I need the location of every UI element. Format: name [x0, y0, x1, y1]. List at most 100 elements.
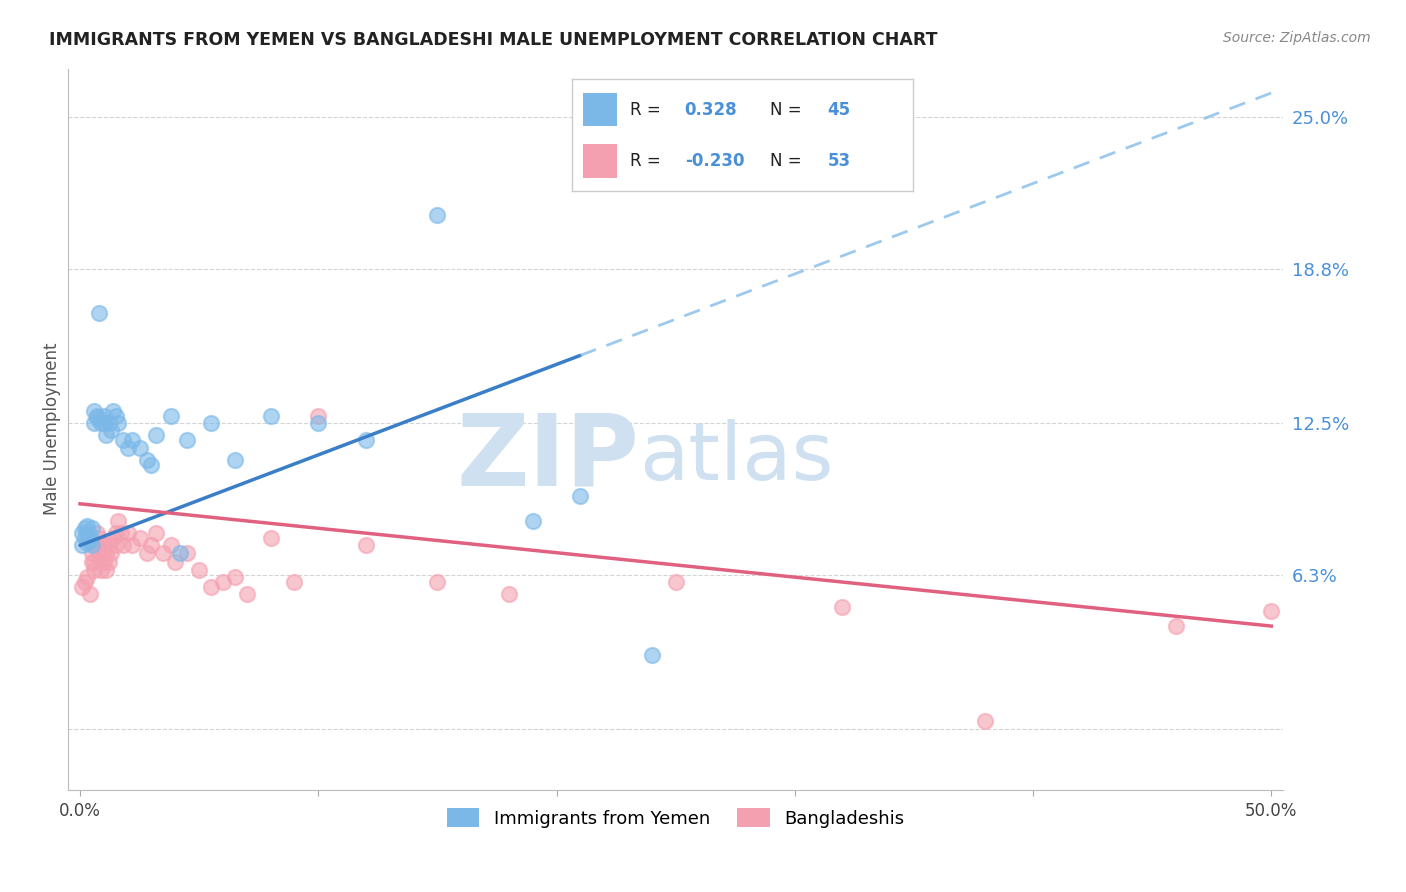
Point — [83, 556, 105, 570]
Point — [831, 599, 853, 614]
Point — [212, 575, 235, 590]
Point — [152, 546, 174, 560]
Point — [135, 546, 157, 560]
Point — [97, 416, 120, 430]
Y-axis label: Male Unemployment: Male Unemployment — [44, 343, 60, 516]
Point — [145, 428, 167, 442]
Point — [72, 538, 94, 552]
Point — [522, 514, 544, 528]
Point — [100, 424, 122, 438]
Point — [87, 306, 110, 320]
Point — [86, 409, 108, 423]
Point — [87, 546, 110, 560]
Point — [641, 648, 664, 663]
Point — [83, 416, 105, 430]
Point — [1164, 619, 1187, 633]
Point — [141, 538, 163, 552]
Point — [93, 416, 115, 430]
Point — [72, 526, 94, 541]
Point — [107, 416, 129, 430]
Point — [73, 521, 96, 535]
Text: atlas: atlas — [640, 419, 834, 497]
Point — [86, 526, 108, 541]
Point — [79, 587, 101, 601]
Point — [121, 538, 143, 552]
Point — [80, 538, 103, 552]
Point — [90, 550, 112, 565]
Point — [87, 531, 110, 545]
Point — [307, 416, 329, 430]
Point — [104, 526, 127, 541]
Point — [974, 714, 997, 729]
Point — [96, 563, 118, 577]
Point — [354, 538, 377, 552]
Point — [93, 538, 115, 552]
Point — [90, 416, 112, 430]
Point — [96, 546, 118, 560]
Point — [76, 536, 98, 550]
Point — [111, 538, 134, 552]
Point — [283, 575, 305, 590]
Point — [80, 521, 103, 535]
Point — [159, 409, 181, 423]
Point — [73, 575, 96, 590]
Text: ZIP: ZIP — [457, 409, 640, 507]
Point — [93, 409, 115, 423]
Point — [200, 580, 222, 594]
Point — [169, 546, 191, 560]
Point — [76, 570, 98, 584]
Text: Source: ZipAtlas.com: Source: ZipAtlas.com — [1223, 31, 1371, 45]
Point — [117, 441, 139, 455]
Point — [259, 409, 281, 423]
Point — [159, 538, 181, 552]
Point — [100, 546, 122, 560]
Point — [200, 416, 222, 430]
Point — [665, 575, 688, 590]
Point — [176, 546, 198, 560]
Point — [104, 538, 127, 552]
Point — [103, 531, 125, 545]
Point — [759, 135, 782, 149]
Point — [128, 441, 150, 455]
Point — [354, 434, 377, 448]
Point — [224, 570, 246, 584]
Point — [141, 458, 163, 472]
Point — [96, 428, 118, 442]
Legend: Immigrants from Yemen, Bangladeshis: Immigrants from Yemen, Bangladeshis — [440, 801, 911, 835]
Point — [307, 409, 329, 423]
Point — [76, 518, 98, 533]
Point — [83, 404, 105, 418]
Text: IMMIGRANTS FROM YEMEN VS BANGLADESHI MALE UNEMPLOYMENT CORRELATION CHART: IMMIGRANTS FROM YEMEN VS BANGLADESHI MAL… — [49, 31, 938, 49]
Point — [236, 587, 259, 601]
Point — [135, 452, 157, 467]
Point — [79, 528, 101, 542]
Point — [97, 556, 120, 570]
Point — [569, 490, 592, 504]
Point — [104, 409, 127, 423]
Point — [117, 526, 139, 541]
Point — [76, 526, 98, 541]
Point — [83, 563, 105, 577]
Point — [176, 434, 198, 448]
Point — [72, 580, 94, 594]
Point — [110, 526, 132, 541]
Point — [80, 546, 103, 560]
Point — [86, 538, 108, 552]
Point — [128, 531, 150, 545]
Point — [188, 563, 211, 577]
Point — [498, 587, 520, 601]
Point — [1260, 604, 1282, 618]
Point — [97, 538, 120, 552]
Point — [80, 556, 103, 570]
Point — [426, 575, 449, 590]
Point — [165, 556, 187, 570]
Point — [121, 434, 143, 448]
Point — [86, 411, 108, 425]
Point — [111, 434, 134, 448]
Point — [90, 563, 112, 577]
Point — [145, 526, 167, 541]
Point — [426, 208, 449, 222]
Point — [79, 533, 101, 548]
Point — [107, 514, 129, 528]
Point — [73, 531, 96, 545]
